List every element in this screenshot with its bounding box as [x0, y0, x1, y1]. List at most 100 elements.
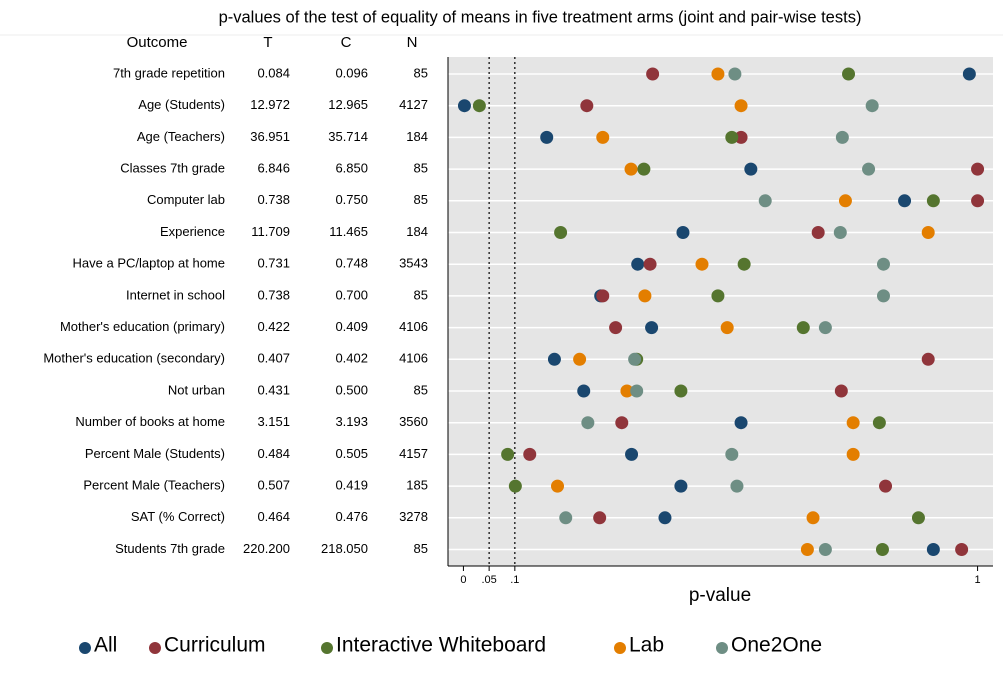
- dot: [737, 257, 751, 271]
- dot: [818, 543, 832, 556]
- dot: [730, 479, 744, 493]
- table-cell: 3.193: [335, 414, 368, 429]
- table-cell: 0.738: [257, 192, 290, 207]
- dot: [581, 416, 595, 430]
- dot: [962, 67, 976, 81]
- legend-label: One2One: [731, 634, 822, 657]
- dot: [695, 257, 709, 271]
- table-cell: 35.714: [328, 129, 368, 144]
- dot: [472, 99, 486, 113]
- dot: [547, 352, 561, 366]
- dot: [758, 194, 772, 208]
- dot: [971, 194, 985, 208]
- row-label: Computer lab: [147, 192, 225, 207]
- x-tick-label: .05: [481, 574, 496, 586]
- dot: [580, 99, 594, 113]
- dot: [926, 194, 940, 208]
- dot: [573, 352, 587, 366]
- dot: [554, 226, 568, 239]
- row-label: Mother's education (secondary): [43, 351, 225, 366]
- table-cell: 3.151: [257, 414, 290, 429]
- table-cell: 0.096: [335, 65, 368, 80]
- row-label: SAT (% Correct): [131, 509, 225, 524]
- dot: [842, 67, 856, 81]
- table-cell: 0.402: [335, 351, 368, 366]
- row-label: Experience: [160, 224, 225, 239]
- dot: [637, 162, 651, 176]
- x-axis-title: p-value: [689, 585, 751, 606]
- dot: [875, 543, 889, 556]
- dot: [971, 162, 985, 176]
- table-cell: 85: [414, 382, 428, 397]
- dot: [628, 352, 642, 366]
- table-cell: 85: [414, 541, 428, 556]
- dot: [658, 511, 672, 525]
- table-cell: 85: [414, 161, 428, 176]
- dot: [846, 416, 860, 430]
- dot: [811, 226, 825, 239]
- plot-background: [448, 57, 993, 566]
- row-label: 7th grade repetition: [113, 65, 225, 80]
- dot: [955, 543, 969, 556]
- dot: [711, 67, 725, 81]
- table-cell: 4106: [399, 351, 428, 366]
- row-label: Have a PC/laptop at home: [73, 256, 225, 271]
- dot: [559, 511, 573, 525]
- dot: [609, 321, 623, 335]
- table-cell: 0.419: [335, 478, 368, 493]
- row-label: Not urban: [168, 382, 225, 397]
- column-header: C: [341, 34, 352, 51]
- dot: [508, 479, 522, 493]
- legend-label: Interactive Whiteboard: [336, 634, 546, 657]
- table-cell: 12.965: [328, 97, 368, 112]
- dot: [501, 447, 515, 461]
- dot: [725, 447, 739, 461]
- table-cell: 185: [406, 478, 428, 493]
- dot: [879, 479, 893, 493]
- dot: [911, 511, 925, 525]
- table-cell: 0.431: [257, 382, 290, 397]
- dot: [645, 321, 659, 335]
- dot: [734, 130, 748, 144]
- dot: [624, 162, 638, 176]
- chart-title: p-values of the test of equality of mean…: [219, 8, 862, 26]
- dot: [800, 543, 814, 556]
- table-cell: 3543: [399, 256, 428, 271]
- table-cell: 0.422: [257, 319, 290, 334]
- table-cell: 0.409: [335, 319, 368, 334]
- dot: [734, 99, 748, 113]
- table-cell: 0.484: [257, 446, 290, 461]
- table-cell: 220.200: [243, 541, 290, 556]
- table-cell: 85: [414, 192, 428, 207]
- dot: [646, 67, 660, 81]
- table-cell: 0.750: [335, 192, 368, 207]
- row-label: Internet in school: [126, 287, 225, 302]
- dot: [806, 511, 820, 525]
- x-tick-label: .1: [510, 574, 519, 586]
- dot: [876, 257, 890, 271]
- legend-marker: [79, 642, 91, 654]
- dot: [725, 130, 739, 144]
- table-cell: 11.465: [329, 224, 368, 239]
- dot: [728, 67, 742, 81]
- dot: [796, 321, 810, 335]
- dot: [921, 352, 935, 366]
- dot: [596, 130, 610, 144]
- table-cell: 0.700: [335, 287, 368, 302]
- dot: [862, 162, 876, 176]
- dot: [625, 447, 639, 461]
- row-label: Percent Male (Teachers): [83, 478, 225, 493]
- table-cell: 0.464: [257, 509, 290, 524]
- table-cell: 4127: [399, 97, 428, 112]
- row-label: Mother's education (primary): [60, 319, 225, 334]
- dot: [643, 257, 657, 271]
- dot: [833, 226, 847, 239]
- dot: [676, 226, 690, 239]
- dot: [596, 289, 610, 303]
- legend-marker: [716, 642, 728, 654]
- table-cell: 0.505: [335, 446, 368, 461]
- table-cell: 0.476: [335, 509, 368, 524]
- table-cell: 0.738: [257, 287, 290, 302]
- table-cell: 85: [414, 65, 428, 80]
